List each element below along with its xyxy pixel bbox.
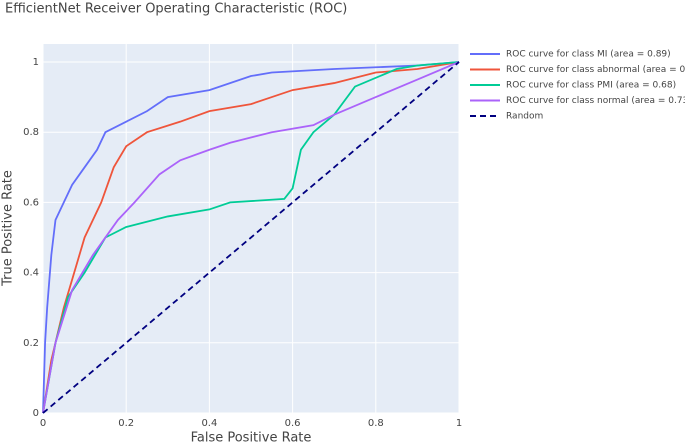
roc-line [42,61,460,414]
legend-label: Random [506,112,543,122]
x-tick-label: 0.8 [368,418,384,429]
x-tick-label: 0 [40,418,46,429]
y-axis-title: True Positive Rate [1,170,16,287]
plot-area [43,44,459,413]
x-tick-label: 0.6 [285,418,301,429]
x-tick-label: 0.2 [118,418,134,429]
roc-line [42,61,460,414]
legend-label: ROC curve for class PMI (area = 0.68) [506,81,676,91]
y-tick-label: 0.6 [23,197,39,208]
chart-title: EfficientNet Receiver Operating Characte… [5,2,347,17]
legend-label: ROC curve for class abnormal (area = 0.8… [506,65,685,75]
x-axis-title: False Positive Rate [191,431,312,445]
roc-line [42,61,460,414]
x-tick-label: 1 [456,418,462,429]
y-tick-label: 0.4 [23,268,39,279]
y-tick-label: 0.8 [23,127,39,138]
y-tick-label: 1 [33,57,39,68]
roc-line [42,61,460,414]
legend-label: ROC curve for class MI (area = 0.89) [506,50,671,60]
y-tick-label: 0 [33,408,39,419]
y-tick-label: 0.2 [23,338,39,349]
legend-label: ROC curve for class normal (area = 0.73) [506,96,685,106]
x-tick-label: 0.4 [201,418,217,429]
roc-line [42,61,460,414]
